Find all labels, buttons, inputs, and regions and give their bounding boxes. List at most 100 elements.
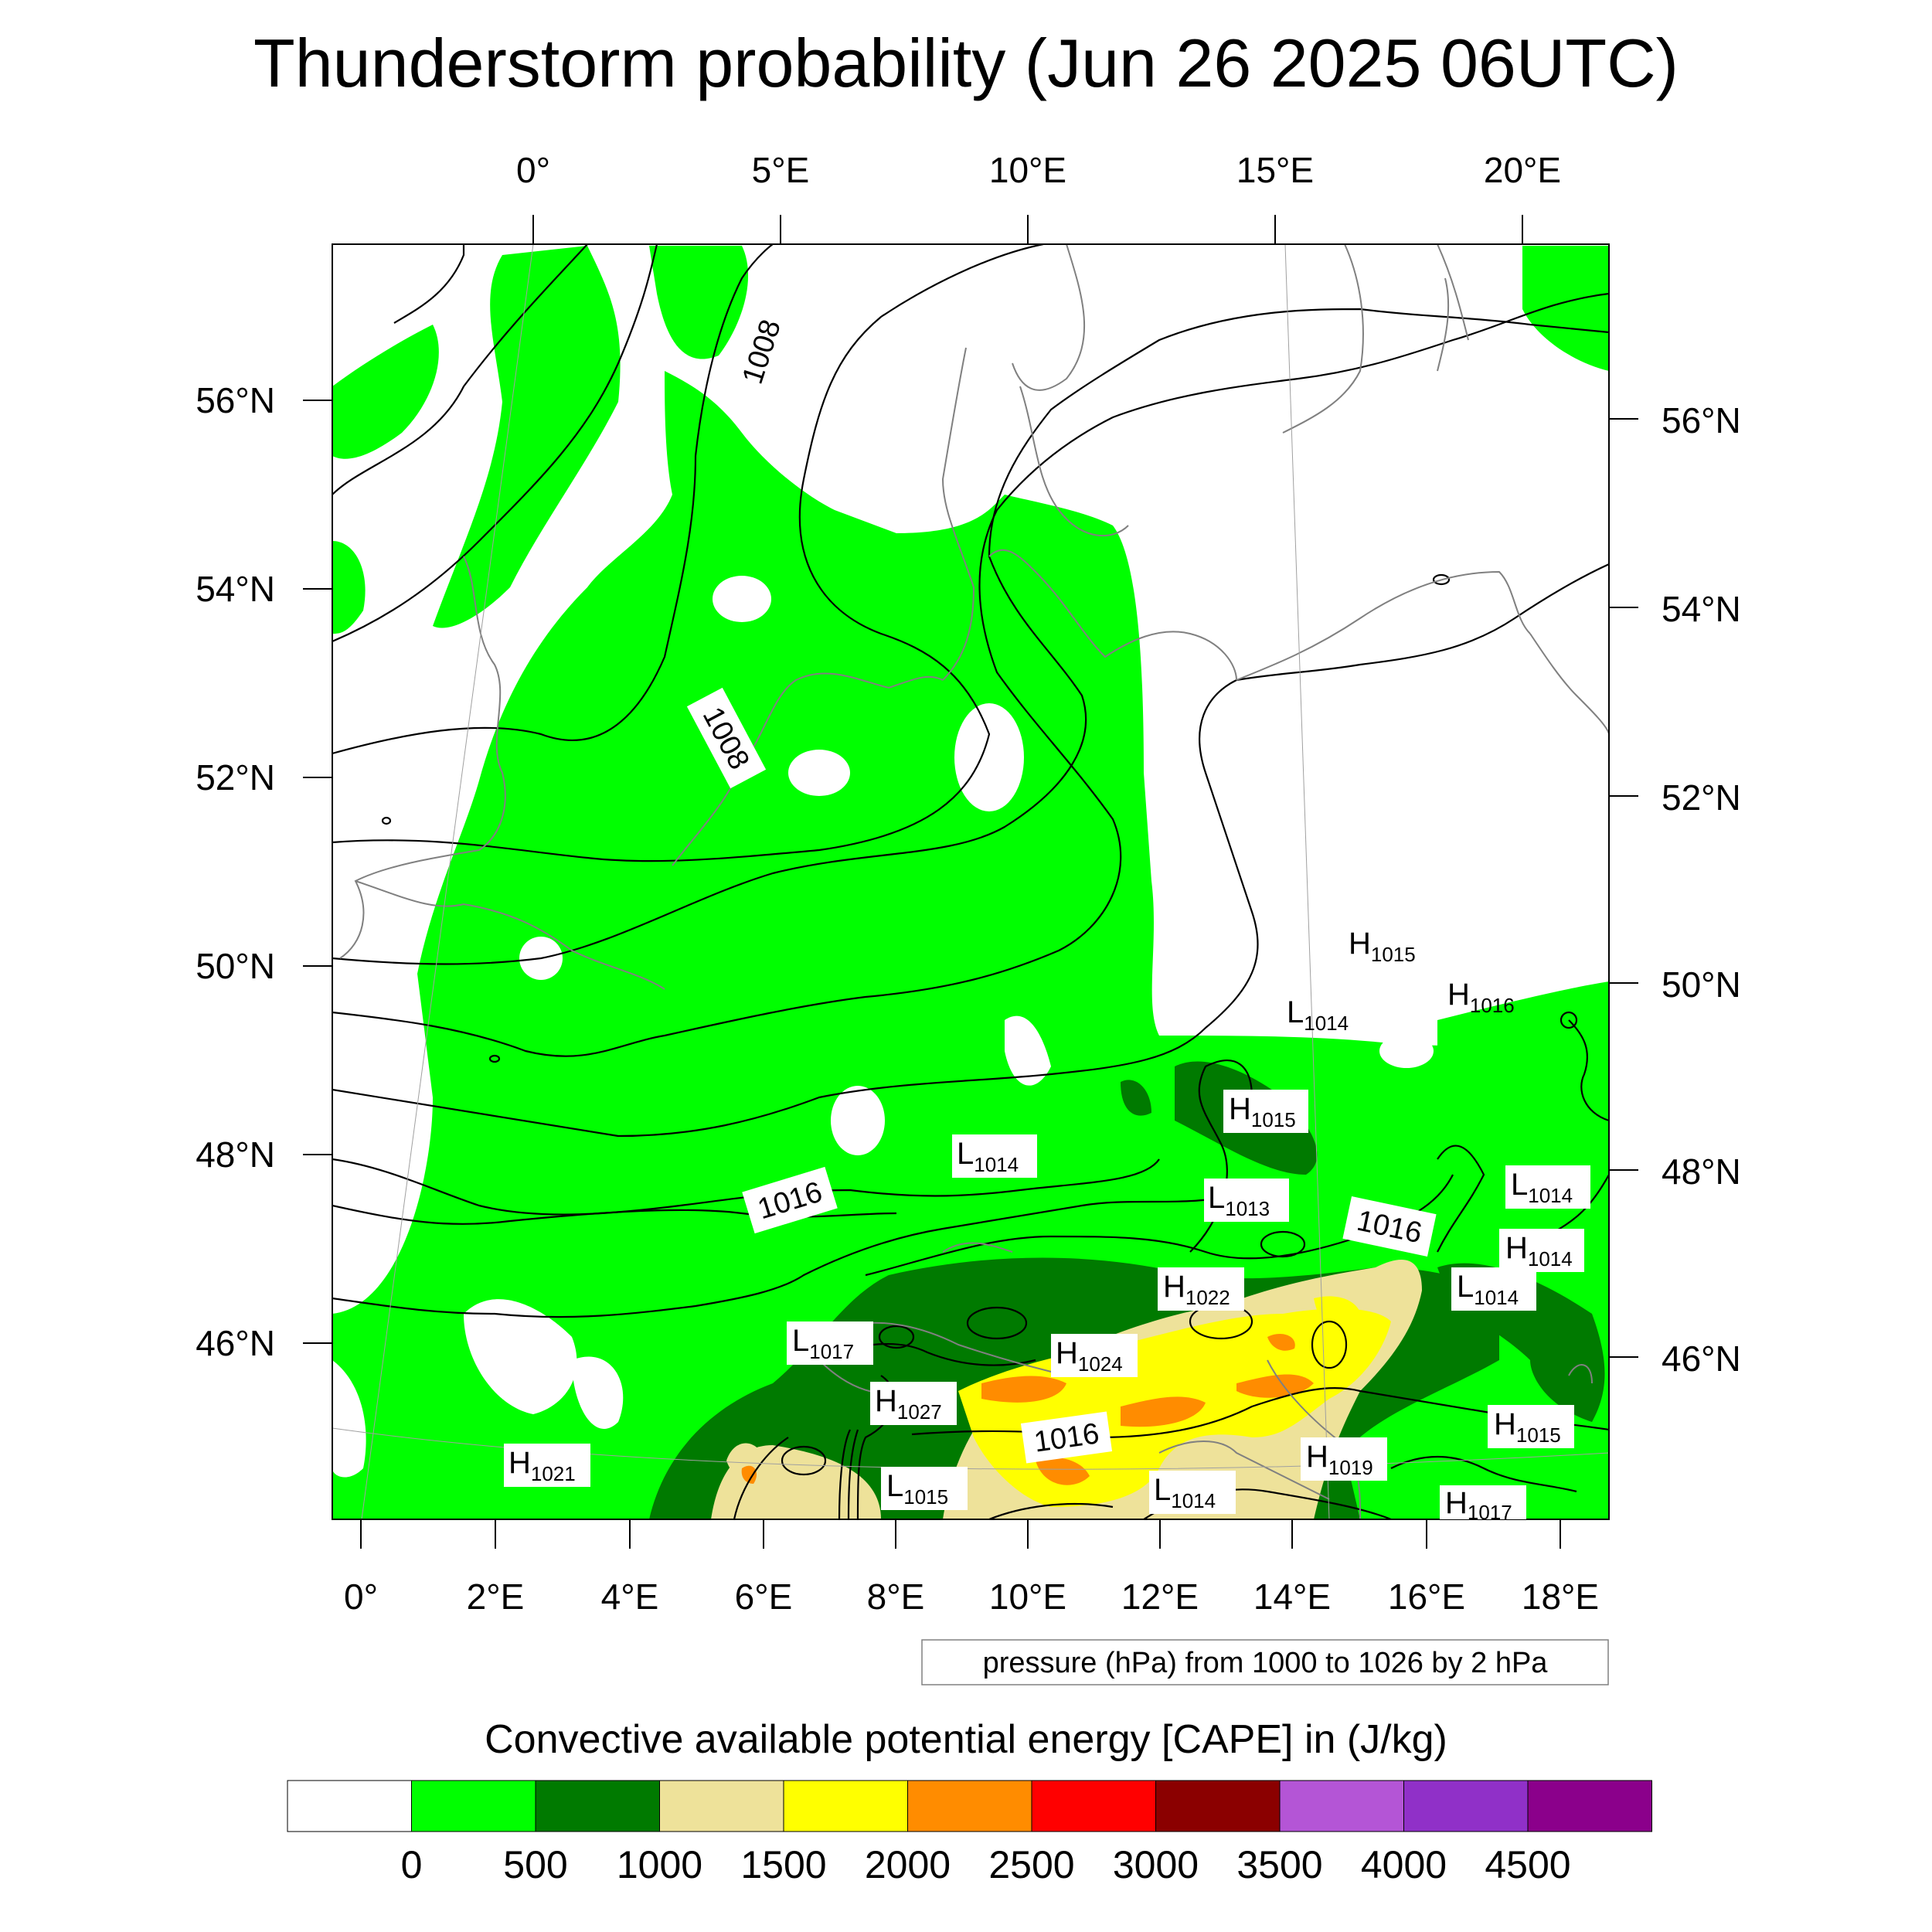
svg-text:H1014: H1014 [1505,1231,1573,1270]
colorbar-swatch [1403,1780,1529,1832]
colorbar-tick-label: 1000 [617,1843,702,1886]
right-latitude-axis [1609,418,1638,1358]
bottom-longitude-axis [360,1519,1561,1549]
colorbar-swatch [287,1780,412,1832]
pressure-center-marker: H1016 [1447,978,1515,1017]
left-latitude-axis [303,400,332,1344]
right-lat-label: 56°N [1662,400,1741,440]
top-lon-label: 5°E [752,150,810,190]
pressure-note: pressure (hPa) from 1000 to 1026 by 2 hP… [983,1647,1549,1679]
svg-text:L1017: L1017 [792,1324,854,1363]
bottom-lon-label: 2°E [467,1577,525,1617]
bottom-lon-label: 18°E [1522,1577,1599,1617]
left-lat-label: 56°N [196,380,275,420]
bottom-lon-label: 6°E [735,1577,793,1617]
colorbar-labels: 0 500 1000 1500 2000 2500 3000 3500 4000 4500 [401,1843,1571,1886]
colorbar-swatch [783,1780,908,1832]
map-panel [332,243,1610,1520]
pressure-center-marker: H1015 [1349,927,1416,966]
map-title: Thunderstorm probability (Jun 26 2025 06… [253,25,1679,101]
colorbar-tick-label: 4000 [1361,1843,1447,1886]
right-lat-label: 50°N [1662,964,1741,1005]
colorbar-swatch [1279,1780,1404,1832]
top-lon-label: 15°E [1236,150,1314,190]
svg-text:L1014: L1014 [1154,1473,1216,1512]
colorbar-tick-label: 3500 [1236,1843,1322,1886]
colorbar-swatch [1031,1780,1156,1832]
colorbar-title: Convective available potential energy [C… [485,1717,1447,1762]
pressure-center-marker: H1015 [1488,1405,1574,1448]
svg-text:H1015: H1015 [1229,1092,1296,1131]
colorbar-tick-label: 4500 [1485,1843,1570,1886]
pressure-center-marker: L1014 [1287,995,1349,1035]
svg-text:H1021: H1021 [509,1446,576,1485]
bottom-lon-label: 12°E [1121,1577,1199,1617]
cape-orange-field [741,1333,1314,1485]
bottom-lon-label: 4°E [601,1577,659,1617]
colorbar-tick-label: 2500 [988,1843,1074,1886]
top-lon-label: 0° [516,150,550,190]
svg-text:L1014: L1014 [1511,1168,1573,1207]
pressure-note-box: pressure (hPa) from 1000 to 1026 by 2 hP… [921,1639,1609,1685]
coastlines [339,244,1609,1519]
colorbar-swatch [535,1780,660,1832]
top-longitude-axis [532,215,1523,244]
svg-text:H1016: H1016 [1447,978,1515,1017]
pressure-center-marker: L1013 [1204,1179,1289,1222]
pressure-center-marker: H1019 [1301,1437,1387,1481]
pressure-center-marker: L1015 [881,1467,968,1510]
colorbar-swatch [659,1780,784,1832]
right-lat-label: 46°N [1662,1338,1741,1379]
pressure-center-marker: H1014 [1499,1229,1584,1272]
pressure-center-marker: L1017 [787,1321,873,1365]
colorbar-tick-label: 3000 [1113,1843,1199,1886]
pressure-center-marker: L1014 [1505,1165,1590,1209]
left-lat-label: 54°N [196,569,275,609]
svg-text:L1015: L1015 [886,1469,948,1509]
top-lon-label: 20°E [1484,150,1561,190]
colorbar-tick-label: 1500 [740,1843,826,1886]
pressure-center-marker: H1021 [504,1444,590,1487]
pressure-center-marker: H1024 [1051,1334,1138,1377]
svg-text:H1027: H1027 [875,1384,942,1423]
left-lat-label: 48°N [196,1134,275,1175]
pressure-center-marker: H1022 [1158,1267,1244,1311]
svg-text:L1014: L1014 [957,1137,1019,1176]
svg-text:H1019: H1019 [1306,1440,1373,1479]
svg-text:H1024: H1024 [1056,1336,1123,1376]
colorbar-swatch [411,1780,536,1832]
top-lon-label: 10°E [989,150,1066,190]
colorbar-tick-label: 2000 [865,1843,951,1886]
svg-text:H1017: H1017 [1445,1486,1512,1524]
svg-text:L1014: L1014 [1287,995,1349,1035]
bottom-lon-label: 14°E [1253,1577,1331,1617]
pressure-center-marker: L1014 [1451,1267,1536,1311]
left-lat-label: 46°N [196,1323,275,1363]
svg-text:H1022: H1022 [1163,1270,1230,1309]
map-border [332,243,1610,1520]
pressure-centers: H1015 H1016 L1014 H1015 L1014 L1013 L101… [504,927,1590,1524]
colorbar-swatch [1155,1780,1281,1832]
pressure-center-marker: L1014 [1149,1471,1236,1514]
bottom-lon-label: 10°E [989,1577,1066,1617]
cape-white-holes [332,576,1434,1478]
svg-text:L1013: L1013 [1208,1181,1270,1220]
svg-text:H1015: H1015 [1349,927,1416,966]
colorbar-swatch [907,1780,1032,1832]
colorbar-tick-label: 500 [503,1843,567,1886]
pressure-center-marker: H1027 [870,1382,957,1425]
bottom-lon-label: 8°E [867,1577,925,1617]
left-lat-label: 50°N [196,946,275,986]
colorbar [287,1780,1652,1832]
colorbar-swatch [1527,1780,1652,1832]
right-lat-label: 54°N [1662,589,1741,629]
pressure-center-marker: L1014 [952,1134,1037,1178]
right-lat-label: 52°N [1662,777,1741,818]
bottom-lon-label: 0° [344,1577,378,1617]
svg-text:L1014: L1014 [1457,1270,1519,1309]
right-lat-label: 48°N [1662,1151,1741,1192]
pressure-center-marker: H1015 [1223,1090,1308,1133]
bottom-lon-label: 16°E [1388,1577,1465,1617]
pressure-center-marker: H1017 [1440,1485,1526,1524]
